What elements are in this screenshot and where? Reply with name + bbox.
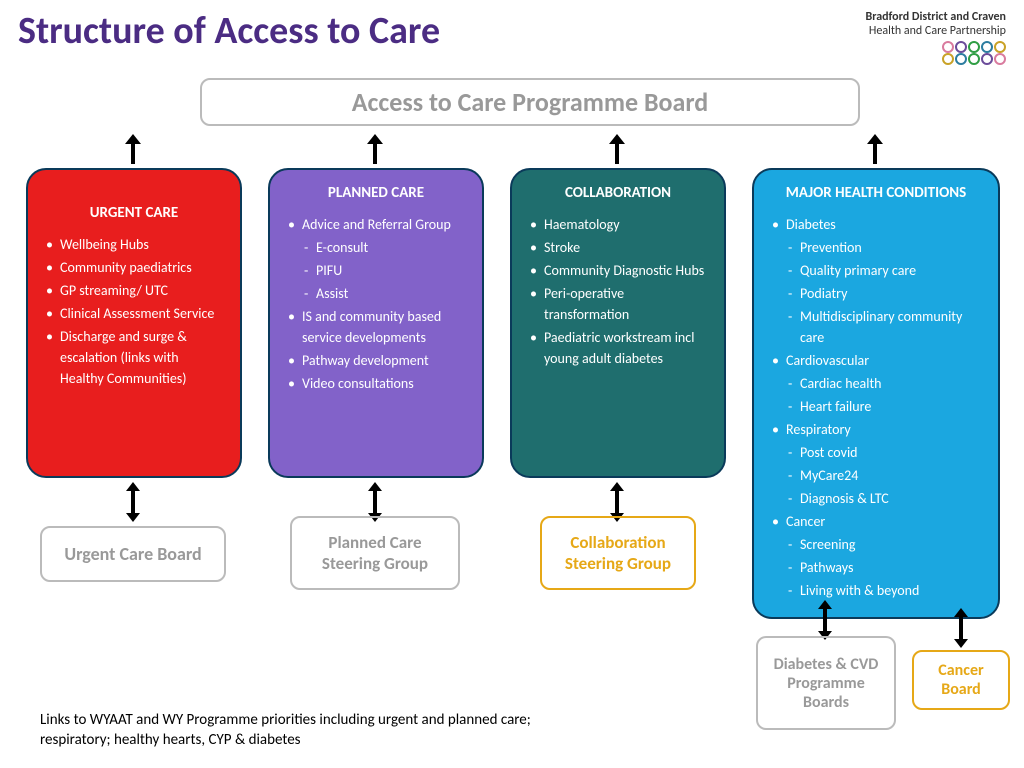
pillar-item: Cancer: [770, 511, 982, 532]
pillar-title: URGENT CARE: [44, 204, 224, 222]
pillar-list: Advice and Referral GroupE-consultPIFUAs…: [286, 214, 466, 394]
pillar-item: Cardiovascular: [770, 350, 982, 371]
pillar-item: Paediatric workstream incl young adult d…: [528, 327, 708, 369]
pillar-item: GP streaming/ UTC: [44, 280, 224, 301]
partnership-logo: Bradford District and CravenHealth and C…: [865, 10, 1006, 65]
pillar-item: IS and community based service developme…: [286, 306, 466, 348]
arrow-up-icon: [866, 134, 884, 164]
pillar-list: Wellbeing HubsCommunity paediatricsGP st…: [44, 234, 224, 389]
pillar-item: Discharge and surge & escalation (links …: [44, 326, 224, 389]
pillar-item: Advice and Referral Group: [286, 214, 466, 235]
pillar-item: Community Diagnostic Hubs: [528, 260, 708, 281]
logo-line2: Health and Care Partnership: [869, 24, 1006, 38]
pillar-item: Podiatry: [770, 283, 982, 304]
pillar-item: Respiratory: [770, 419, 982, 440]
logo-line1: Bradford District and Craven: [865, 10, 1006, 24]
pillar-item: Stroke: [528, 237, 708, 258]
pillar-item: Diagnosis & LTC: [770, 488, 982, 509]
page-title: Structure of Access to Care: [18, 8, 440, 54]
pillar-title: PLANNED CARE: [286, 184, 466, 202]
pillar-2: COLLABORATION HaematologyStrokeCommunity …: [510, 168, 726, 478]
pillar-title: MAJOR HEALTH CONDITIONS: [770, 184, 982, 202]
arrow-bidirectional-icon: [952, 608, 970, 648]
logo-rings-icon: [865, 41, 1006, 65]
pillar-item: Pathways: [770, 557, 982, 578]
board-box-0: Urgent Care Board: [40, 526, 226, 582]
pillar-item: Community paediatrics: [44, 257, 224, 278]
pillar-list: HaematologyStrokeCommunity Diagnostic Hu…: [528, 214, 708, 369]
pillar-3: MAJOR HEALTH CONDITIONS DiabetesPreventio…: [752, 168, 1000, 619]
pillar-item: Post covid: [770, 442, 982, 463]
pillar-item: Peri-operative transformation: [528, 283, 708, 325]
arrow-up-icon: [608, 134, 626, 164]
pillar-item: E-consult: [286, 237, 466, 258]
pillar-item: Wellbeing Hubs: [44, 234, 224, 255]
arrow-up-icon: [124, 134, 142, 164]
pillar-item: PIFU: [286, 260, 466, 281]
pillar-item: Screening: [770, 534, 982, 555]
pillar-title: COLLABORATION: [528, 184, 708, 202]
footer-note: Links to WYAAT and WY Programme prioriti…: [40, 710, 540, 751]
pillar-item: Multidisciplinary community care: [770, 306, 982, 348]
pillar-item: MyCare24: [770, 465, 982, 486]
board-box-4: Cancer Board: [912, 650, 1010, 710]
pillar-item: Prevention: [770, 237, 982, 258]
pillar-item: Assist: [286, 283, 466, 304]
arrow-bidirectional-icon: [124, 482, 142, 522]
board-box-3: Diabetes & CVD Programme Boards: [756, 636, 896, 730]
pillar-item: Pathway development: [286, 350, 466, 371]
arrow-up-icon: [366, 134, 384, 164]
pillar-1: PLANNED CARE Advice and Referral GroupE-c…: [268, 168, 484, 478]
pillar-item: Haematology: [528, 214, 708, 235]
pillar-item: Quality primary care: [770, 260, 982, 281]
pillar-item: Heart failure: [770, 396, 982, 417]
pillar-item: Clinical Assessment Service: [44, 303, 224, 324]
board-box-1: Planned Care Steering Group: [290, 516, 460, 590]
pillar-list: DiabetesPreventionQuality primary carePo…: [770, 214, 982, 601]
pillar-item: Living with & beyond: [770, 580, 982, 601]
programme-board-box: Access to Care Programme Board: [200, 78, 860, 126]
board-box-2: Collaboration Steering Group: [540, 516, 696, 590]
arrow-bidirectional-icon: [816, 600, 834, 640]
pillar-item: Diabetes: [770, 214, 982, 235]
pillar-item: Video consultations: [286, 373, 466, 394]
pillar-item: Cardiac health: [770, 373, 982, 394]
pillar-0: URGENT CARE Wellbeing HubsCommunity paedi…: [26, 168, 242, 478]
